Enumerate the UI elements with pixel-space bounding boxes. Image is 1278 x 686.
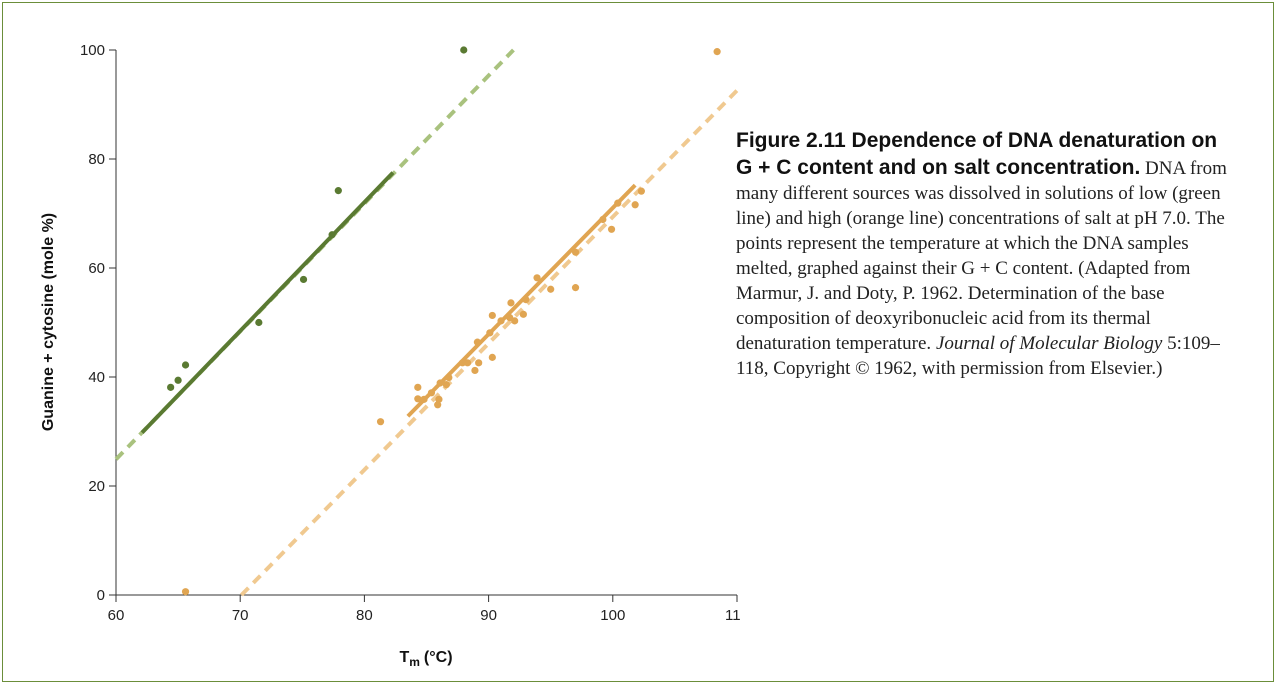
data-points xyxy=(167,46,721,596)
series-2-point xyxy=(519,310,527,318)
series-1-point xyxy=(299,275,308,284)
figure-caption: Figure 2.11 Dependence of DNA denaturati… xyxy=(736,127,1236,381)
x-axis-title-unit: (°C) xyxy=(424,649,453,666)
caption-body: DNA from many different sources was diss… xyxy=(736,158,1227,354)
x-tick-label: 110 xyxy=(725,607,740,624)
series-2-point xyxy=(631,201,639,209)
series-1-point xyxy=(174,376,182,384)
series-2-point xyxy=(475,359,483,367)
series-2-point xyxy=(458,359,467,367)
series-1-point xyxy=(181,361,190,369)
series-2-point xyxy=(445,373,453,382)
series-2-point xyxy=(497,317,505,325)
series-2-point xyxy=(434,401,442,409)
x-axis-title-main: T xyxy=(399,649,409,666)
series-2-point xyxy=(488,353,496,361)
y-tick-label: 60 xyxy=(88,260,105,277)
x-axis-title: Tm (°C) xyxy=(399,649,452,669)
series-2-point xyxy=(486,329,494,337)
series-1-point xyxy=(334,187,342,195)
series-2-point xyxy=(376,418,385,426)
series-2-point xyxy=(637,187,645,195)
series-2-point xyxy=(522,296,530,304)
caption-journal: Journal of Molecular Biology xyxy=(935,333,1163,354)
series-2-point xyxy=(511,317,519,325)
x-tick-label: 90 xyxy=(480,607,497,624)
series-2-point xyxy=(571,284,580,292)
series-1-point xyxy=(167,383,175,391)
chart-axes: 0 20 40 60 80 100 60 70 80 90 100 110 xyxy=(80,42,740,624)
fit-lines xyxy=(114,48,740,597)
series-1-point xyxy=(460,46,468,54)
series-2-point xyxy=(547,285,555,293)
chart: 0 20 40 60 80 100 60 70 80 90 100 110 Guanine + cyt… xyxy=(40,42,740,669)
series-2-point xyxy=(435,395,443,403)
y-tick-label: 0 xyxy=(97,587,105,604)
series-2-point xyxy=(420,395,428,403)
y-axis-title: Guanine + cytosine (mole %) xyxy=(40,213,57,431)
caption-tail: 5:109–118, Copyright © 1962, with permis… xyxy=(736,333,1220,379)
series-2-point xyxy=(414,395,422,403)
series-2-point xyxy=(599,215,607,224)
series-2-point xyxy=(713,48,721,56)
series-2-point xyxy=(614,199,622,207)
series-1-point xyxy=(255,318,263,327)
y-tick-label: 80 xyxy=(88,151,105,168)
series-2-point xyxy=(471,366,479,375)
series-2-point xyxy=(442,381,450,389)
series-2-point xyxy=(463,359,472,367)
series-2-point xyxy=(607,225,616,233)
y-tick-label: 40 xyxy=(88,369,105,386)
x-axis-title-subscript: m xyxy=(409,655,420,669)
series-2-point xyxy=(571,248,580,256)
series-2-dashed-fit xyxy=(240,84,740,597)
series-2-point xyxy=(414,383,422,391)
y-tick-label: 100 xyxy=(80,42,105,59)
series-2-point xyxy=(507,299,515,307)
series-2-point xyxy=(427,389,436,397)
series-1-point xyxy=(328,231,336,239)
series-2-point xyxy=(181,588,190,596)
caption-title: Figure 2.11 Dependence of DNA denaturati… xyxy=(736,129,1218,179)
series-1-solid-fit xyxy=(140,171,395,434)
series-2-point xyxy=(488,311,496,320)
x-tick-label: 100 xyxy=(600,607,625,624)
y-tick-label: 20 xyxy=(88,478,105,495)
series-2-point xyxy=(436,379,444,387)
series-2-point xyxy=(473,338,482,346)
x-tick-label: 70 xyxy=(232,607,249,624)
x-tick-label: 60 xyxy=(108,607,125,624)
series-2-point xyxy=(533,274,541,282)
x-tick-label: 80 xyxy=(356,607,373,624)
